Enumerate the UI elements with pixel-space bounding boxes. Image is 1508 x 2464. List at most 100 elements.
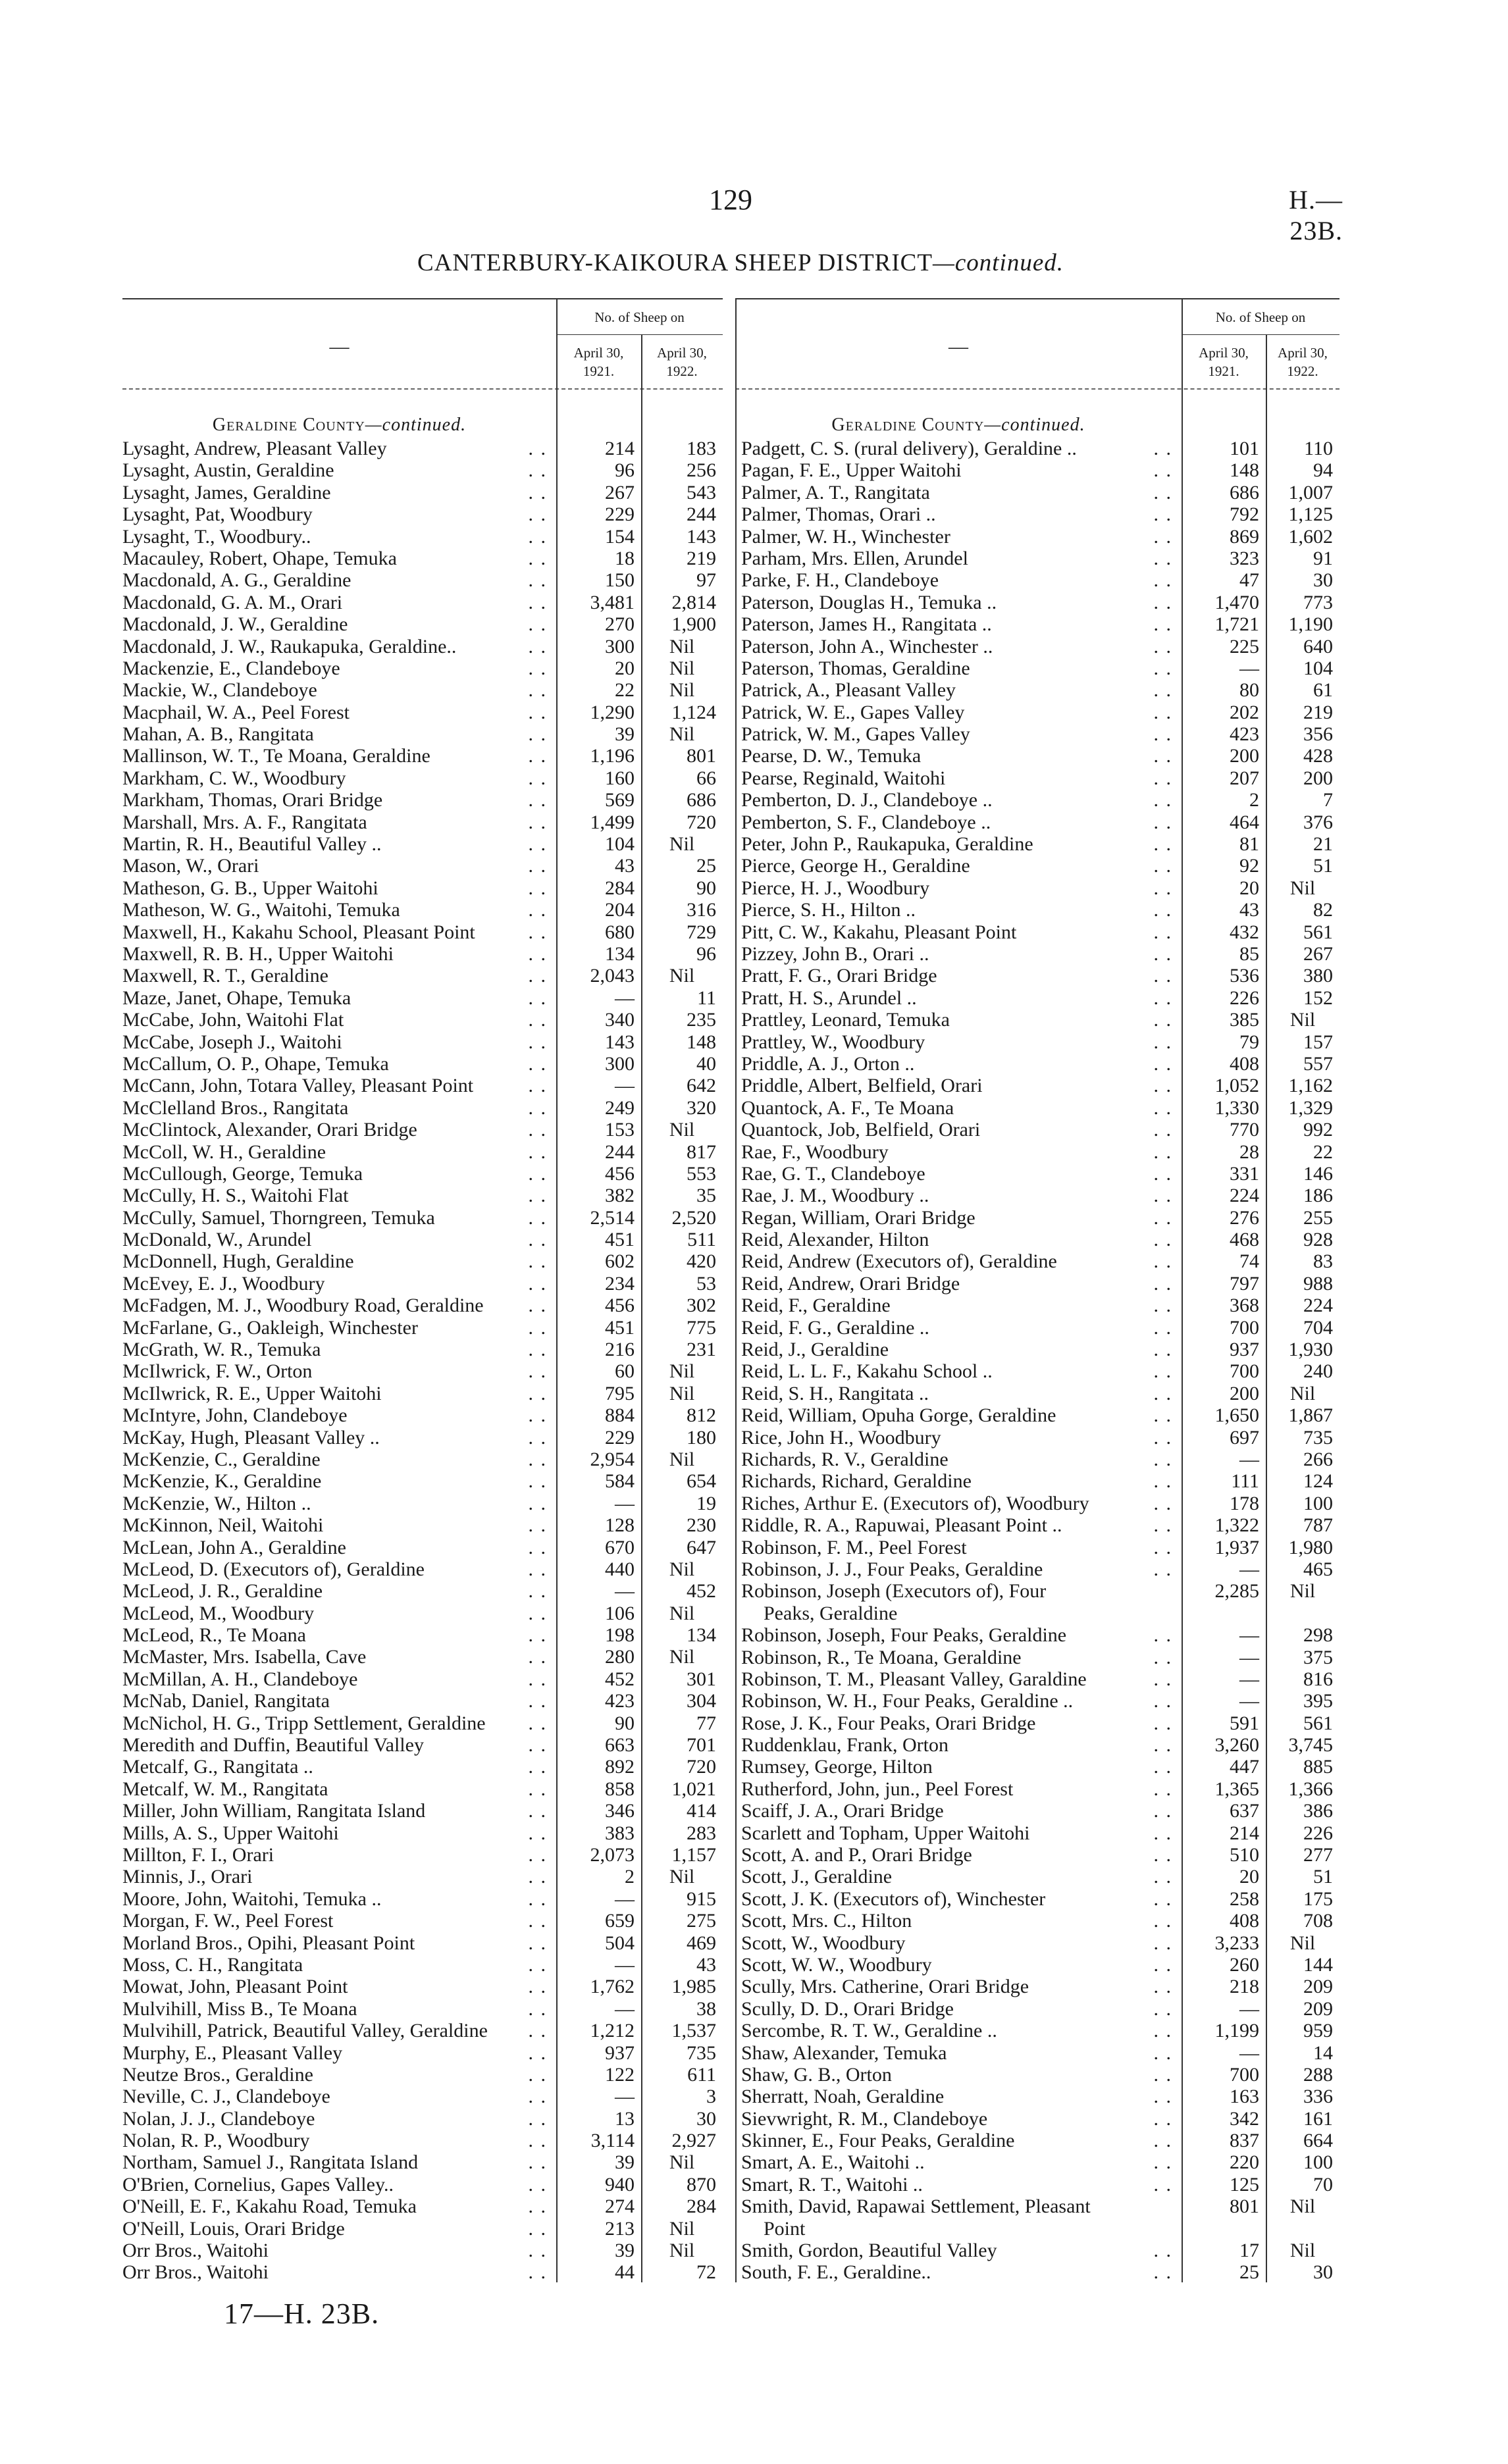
sheep-1922-cell: 642 <box>687 1075 716 1097</box>
owner-name: Macdonald, A. G., Geraldine <box>122 569 351 592</box>
right-county-suffix: —continued. <box>984 415 1085 435</box>
owner-name: Markham, C. W., Woodbury <box>122 767 346 789</box>
table-row: McCabe, John, Waitohi Flat 340 235 <box>122 1009 723 1031</box>
owner-name-cell: Maxwell, R. B. H., Upper Waitohi <box>122 943 556 965</box>
sheep-1921-cell: 267 <box>605 481 635 503</box>
dot-leader <box>488 2020 556 2041</box>
sheep-1922-cell: 561 <box>1303 921 1333 943</box>
sheep-1921-cell: 792 <box>1230 503 1259 526</box>
table-row: Prattley, Leonard, Temuka 385 Nil <box>741 1009 1339 1031</box>
dot-leader <box>323 1514 556 1536</box>
dot-leader <box>303 1954 556 1976</box>
sheep-1921-cell: 17 <box>1239 2240 1259 2262</box>
sheep-1921-cell: 382 <box>605 1185 635 1207</box>
sheep-1922-cell: 1,124 <box>671 701 717 723</box>
table-row: Paterson, John A., Winchester .. 225 640 <box>741 636 1339 657</box>
owner-name-cell: Scaiff, J. A., Orari Bridge <box>741 1800 1182 1822</box>
owner-name-cell: McLeod, R., Te Moana <box>122 1624 556 1646</box>
table-row: Mackie, W., Clandeboye 22 Nil <box>122 679 723 701</box>
dot-leader <box>342 2042 556 2064</box>
dot-leader <box>1013 1778 1182 1800</box>
sheep-1922-cell: 283 <box>687 1822 716 1844</box>
owner-name-cell: Lysaght, Pat, Woodbury <box>122 503 556 525</box>
sheep-1922-cell: 61 <box>1313 679 1333 702</box>
owner-name: Mills, A. S., Upper Waitohi <box>122 1822 339 1844</box>
sheep-1921-cell: 1,762 <box>590 1976 635 1998</box>
owner-name: Reid, L. L. F., Kakahu School .. <box>741 1360 993 1383</box>
dot-leader <box>330 2086 556 2107</box>
owner-name-cell: Macdonald, G. A. M., Orari <box>122 592 556 613</box>
owner-name-cell: Pitt, C. W., Kakahu, Pleasant Point <box>741 921 1182 943</box>
sheep-1922-cell: 647 <box>687 1536 716 1558</box>
owner-name-cell: Prattley, W., Woodbury <box>741 1031 1182 1053</box>
table-row: Mulvihill, Miss B., Te Moana — 38 <box>122 1998 723 2020</box>
dot-leader <box>944 1800 1182 1822</box>
dot-leader <box>313 503 556 525</box>
owner-name: Rice, John H., Woodbury <box>741 1426 941 1449</box>
owner-name: Pizzey, John B., Orari .. <box>741 942 929 965</box>
table-row: Reid, S. H., Rangitata .. 200 Nil <box>741 1383 1339 1404</box>
dot-leader <box>397 548 556 569</box>
sheep-1922-cell: 82 <box>1313 899 1333 921</box>
dot-leader <box>960 1273 1182 1295</box>
owner-name-cell: McIlwrick, R. E., Upper Waitohi <box>122 1383 556 1404</box>
sheep-1921-cell: 81 <box>1239 833 1259 856</box>
sheep-1922-cell: 320 <box>687 1096 716 1119</box>
owner-name-cell: Skinner, E., Four Peaks, Geraldine <box>741 2130 1182 2151</box>
dot-leader <box>348 1404 556 1426</box>
sheep-1922-cell: Nil <box>669 1360 695 1383</box>
owner-name: Reid, Andrew (Executors of), Geraldine <box>741 1250 1057 1273</box>
owner-name-cell: Richards, R. V., Geraldine <box>741 1449 1182 1470</box>
owner-name: Macauley, Robert, Ohape, Temuka <box>122 547 397 569</box>
dot-leader <box>937 965 1182 987</box>
owner-name: Maxwell, R. T., Geraldine <box>122 965 328 987</box>
owner-name-cell: Mills, A. S., Upper Waitohi <box>122 1822 556 1844</box>
sheep-1922-cell: 175 <box>1303 1887 1333 1910</box>
owner-name-cell: Robinson, F. M., Peel Forest <box>741 1537 1182 1558</box>
owner-name: Scully, D. D., Orari Bridge <box>741 1997 954 2020</box>
sheep-1921-cell: 80 <box>1239 679 1259 702</box>
sheep-1921-cell: 383 <box>605 1822 635 1844</box>
owner-name: McDonald, W., Arundel <box>122 1229 312 1251</box>
owner-name: Mason, W., Orari <box>122 855 259 877</box>
sheep-1922-cell: 152 <box>1303 987 1333 1009</box>
table-row: Pitt, C. W., Kakahu, Pleasant Point 432 56… <box>741 921 1339 943</box>
table-row: Mallinson, W. T., Te Moana, Geraldine 1,1… <box>122 745 723 767</box>
dot-leader <box>912 1910 1182 1932</box>
sheep-1921-cell: — <box>1239 1690 1259 1712</box>
left-col-1921-line2: 1921. <box>583 363 615 379</box>
table-row: Lysaght, Pat, Woodbury 229 244 <box>122 503 723 525</box>
dot-leader <box>394 943 556 965</box>
dot-leader <box>972 1844 1182 1866</box>
owner-name: McNab, Daniel, Rangitata <box>122 1690 330 1712</box>
table-row: Morland Bros., Opihi, Pleasant Point 504 4… <box>122 1932 723 1954</box>
sheep-1922-cell: 561 <box>1303 1712 1333 1734</box>
owner-name: O'Neill, E. F., Kakahu Road, Temuka <box>122 2195 417 2218</box>
sheep-1921-cell: 1,365 <box>1214 1778 1260 1800</box>
table-row: Pratt, H. S., Arundel .. 226 152 <box>741 987 1339 1009</box>
sheep-1921-cell: 276 <box>1230 1206 1259 1229</box>
document-reference: H.—23B. <box>1289 185 1343 245</box>
sheep-1921-cell: 163 <box>1230 2086 1259 2108</box>
owner-name-cell: Riches, Arthur E. (Executors of), Woodbu… <box>741 1493 1182 1514</box>
owner-name: Riddle, R. A., Rapuwai, Pleasant Point .… <box>741 1514 1062 1537</box>
left-header-bottom-rule <box>122 388 723 390</box>
table-row: Mowat, John, Pleasant Point 1,762 1,985 <box>122 1976 723 1997</box>
sheep-1922-cell: 161 <box>1303 2107 1333 2130</box>
sheep-1921-cell: 1,212 <box>590 2020 635 2042</box>
sheep-1922-cell: 988 <box>1303 1272 1333 1295</box>
owner-name-cell: Nolan, R. P., Woodbury <box>122 2130 556 2151</box>
table-row: Patrick, A., Pleasant Valley 80 61 <box>741 679 1339 701</box>
owner-name-cell: Reid, L. L. F., Kakahu School .. <box>741 1360 1182 1382</box>
sheep-1922-cell: 157 <box>1303 1031 1333 1053</box>
sheep-1921-cell: 937 <box>1230 1339 1259 1361</box>
sheep-1922-cell: 817 <box>687 1141 716 1163</box>
sheep-1921-cell: 569 <box>605 789 635 811</box>
dot-leader <box>1022 1647 1182 1668</box>
owner-name-cell: Patrick, W. E., Gapes Valley <box>741 702 1182 723</box>
table-row: McCully, H. S., Waitohi Flat 382 35 <box>122 1185 723 1206</box>
left-col-1922-line1: April 30, <box>657 345 707 361</box>
dot-leader <box>363 1163 556 1185</box>
table-row: Smith, David, Rapawai Settlement, Pleasa… <box>741 2195 1339 2240</box>
dot-leader <box>968 548 1182 569</box>
